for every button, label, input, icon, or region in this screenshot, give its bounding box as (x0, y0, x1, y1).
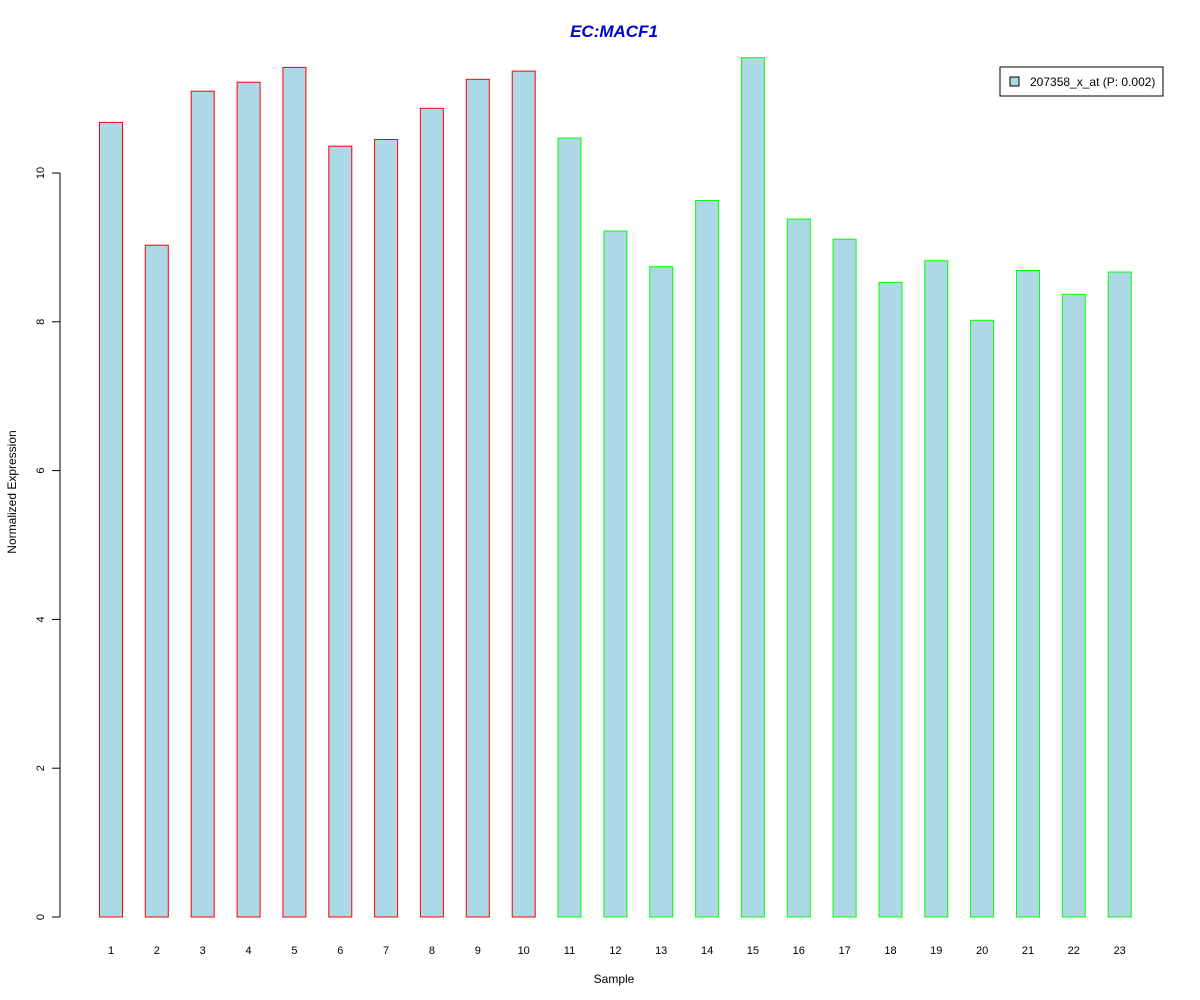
bar-sample-4 (236, 81, 261, 918)
bar-sample-11 (557, 137, 582, 918)
bar-sample-6 (328, 145, 353, 918)
legend-swatch (1009, 76, 1020, 87)
legend: 207358_x_at (P: 0.002) (999, 66, 1164, 97)
y-axis: 0 2 4 6 8 10 (35, 167, 61, 920)
x-tick-label: 16 (793, 945, 805, 957)
bar-sample-23 (1107, 271, 1132, 918)
bar-sample-10 (511, 70, 536, 918)
x-tick-labels: 1 2 3 4 5 6 7 8 9 10 11 12 13 14 15 16 17 18 19 20 21 22 23 (108, 945, 1126, 957)
bar-sample-3 (190, 90, 215, 918)
bar-sample-18 (878, 281, 903, 918)
y-tick-label: 2 (35, 765, 47, 771)
bar-sample-2 (144, 244, 169, 918)
bar-sample-8 (419, 107, 444, 918)
bar-sample-9 (465, 78, 490, 918)
y-tick-label: 10 (35, 167, 47, 179)
x-tick-label: 1 (108, 945, 114, 957)
bar-sample-17 (832, 238, 857, 918)
bar-sample-12 (603, 230, 628, 918)
y-tick-label: 4 (35, 616, 47, 622)
bar-sample-20 (970, 319, 995, 918)
bar-sample-16 (786, 218, 811, 918)
x-tick-label: 9 (475, 945, 481, 957)
x-tick-label: 10 (518, 945, 530, 957)
x-tick-label: 3 (200, 945, 206, 957)
bar-sample-22 (1061, 293, 1086, 918)
x-tick-label: 4 (246, 945, 252, 957)
x-tick-label: 5 (291, 945, 297, 957)
bar-sample-7 (374, 139, 399, 918)
legend-label: 207358_x_at (P: 0.002) (1030, 75, 1155, 89)
bar-sample-15 (740, 57, 765, 918)
bar-sample-5 (282, 66, 307, 918)
bar-sample-1 (99, 121, 123, 918)
x-tick-label: 19 (930, 945, 942, 957)
y-axis-title: Normalized Expression (5, 430, 19, 553)
x-tick-label: 18 (884, 945, 896, 957)
bar-sample-19 (924, 260, 949, 918)
x-tick-label: 13 (655, 945, 667, 957)
y-tick-label: 0 (35, 914, 47, 920)
legend-box (999, 66, 1164, 97)
x-tick-label: 12 (609, 945, 621, 957)
x-tick-label: 21 (1022, 945, 1034, 957)
bar-sample-21 (1016, 270, 1040, 918)
bar-sample-14 (695, 200, 720, 918)
x-tick-label: 6 (337, 945, 343, 957)
x-tick-label: 20 (976, 945, 988, 957)
y-tick-label: 8 (35, 319, 47, 325)
chart-title: EC:MACF1 (570, 22, 658, 41)
x-axis-title: Sample (594, 972, 635, 986)
x-tick-label: 14 (701, 945, 713, 957)
x-tick-label: 11 (564, 945, 575, 957)
y-tick-label: 6 (35, 468, 47, 474)
bars-group (99, 57, 1132, 918)
x-tick-label: 15 (747, 945, 759, 957)
bar-sample-13 (649, 266, 674, 918)
x-tick-label: 7 (383, 945, 389, 957)
x-tick-label: 17 (838, 945, 850, 957)
x-tick-label: 8 (429, 945, 435, 957)
x-tick-label: 23 (1114, 945, 1126, 957)
x-tick-label: 22 (1068, 945, 1080, 957)
x-tick-label: 2 (154, 945, 160, 957)
